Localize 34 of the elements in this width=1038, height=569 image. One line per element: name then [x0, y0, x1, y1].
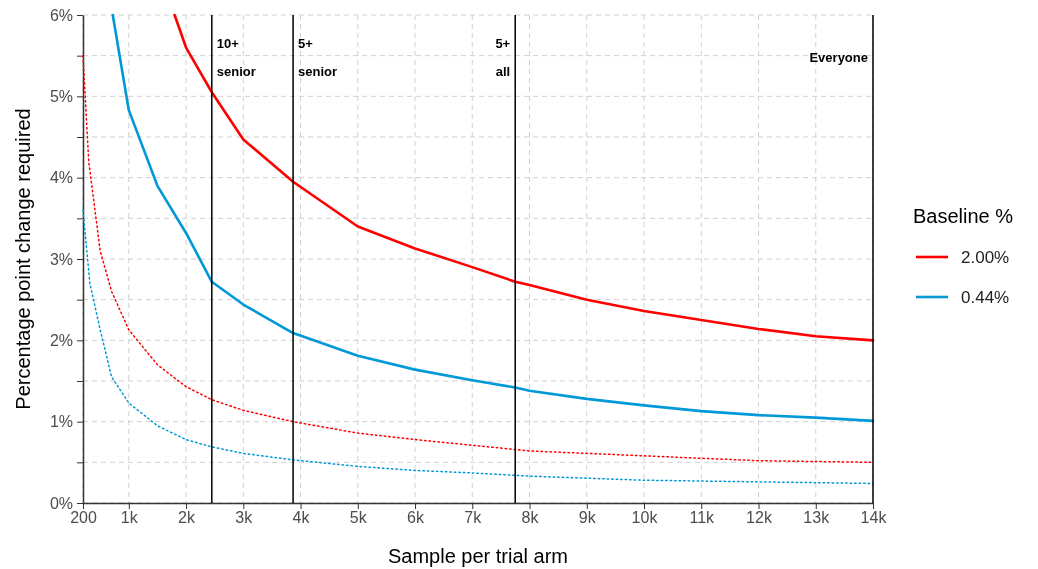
x-tick-label: 7k: [464, 509, 483, 527]
y-tick-label: 3%: [49, 250, 73, 268]
y-tick-label: 0%: [49, 494, 73, 512]
ref-line-label: 5+ senior: [298, 36, 338, 79]
x-tick-label: 200: [70, 509, 97, 527]
y-tick-label: 1%: [49, 413, 73, 431]
ref-line-label: 10+ senior: [216, 36, 256, 79]
x-tick-label: 8k: [521, 509, 540, 527]
x-tick-label: 1k: [120, 509, 139, 527]
line-series: [173, 13, 875, 342]
x-tick-label: 4k: [292, 509, 311, 527]
x-tick-label: 14k: [860, 509, 888, 527]
y-tick-label: 4%: [49, 169, 73, 187]
x-axis-title: Sample per trial arm: [387, 545, 569, 567]
x-tick-label: 6k: [407, 509, 425, 527]
x-tick-label: 3k: [235, 509, 254, 527]
x-tick-label: 13k: [803, 509, 831, 527]
line-series: [82, 54, 874, 464]
legend-title: Baseline %: [913, 205, 1014, 227]
legend-label: 0.44%: [961, 288, 1010, 307]
ref-line-label: Everyone: [809, 50, 868, 65]
y-tick-label: 5%: [49, 87, 73, 105]
x-tick-label: 5k: [349, 509, 368, 527]
y-tick-label: 6%: [49, 6, 73, 24]
legend-label: 2.00%: [961, 248, 1010, 267]
x-tick-label: 10k: [631, 509, 659, 527]
y-tick-label: 2%: [49, 331, 73, 349]
x-tick-label: 11k: [689, 509, 716, 527]
line-series: [111, 13, 875, 423]
y-axis-title: Percentage point change required: [12, 108, 34, 410]
ref-line-label: 5+ all: [495, 36, 511, 79]
x-tick-label: 9k: [578, 509, 597, 527]
x-tick-label: 12k: [746, 509, 773, 527]
x-tick-label: 2k: [178, 509, 196, 527]
